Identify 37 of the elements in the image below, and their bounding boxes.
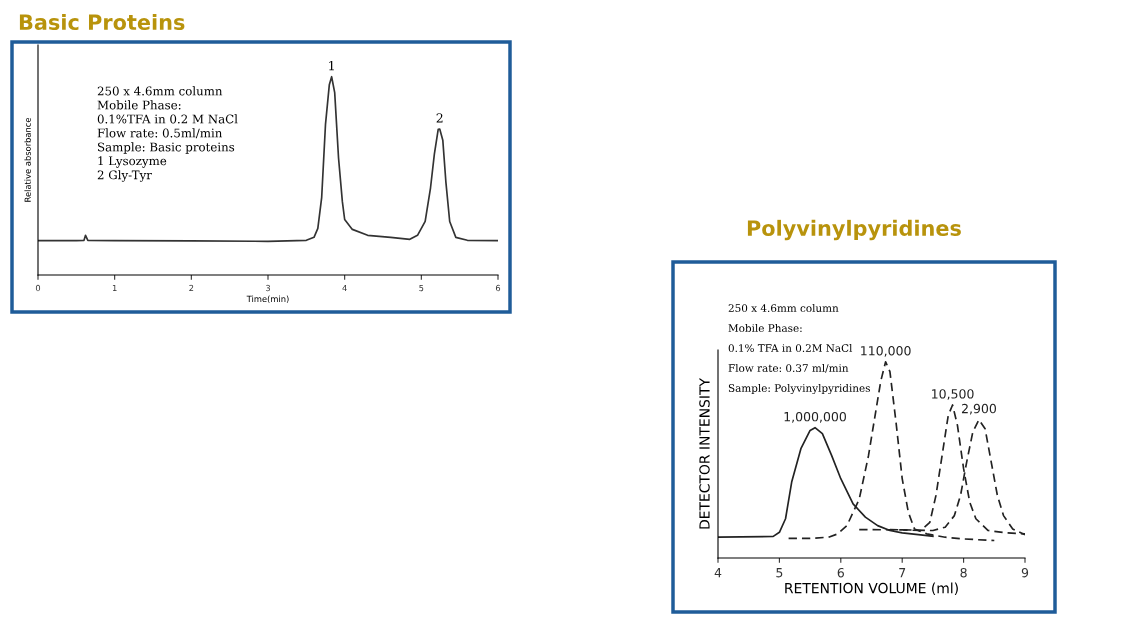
annotation: 1 (329, 60, 334, 71)
x-tick-label: 3 (265, 284, 270, 292)
chart-title: Basic Proteins (19, 13, 185, 31)
x-tick-label: 4 (342, 284, 347, 292)
series-label: 2,900 (961, 403, 997, 415)
x-tick-label: 6 (495, 284, 501, 292)
y-axis-title: DETECTOR INTENSITY (699, 378, 710, 529)
annotation: Sample: Basic proteins (97, 142, 235, 154)
x-tick-label: 9 (1021, 567, 1029, 578)
annotation: 0.1%TFA in 0.2 M NaCl (97, 114, 238, 124)
x-tick-label: 5 (776, 568, 783, 578)
x-axis-title: RETENTION VOLUME (ml) (785, 582, 958, 595)
x-tick-label: 4 (714, 568, 722, 578)
text: 250 x 4.6mm column (728, 303, 839, 313)
annotation: Flow rate: 0.37 ml/min (728, 363, 849, 373)
annotation: 250 x 4.6mm column (97, 86, 223, 96)
y-axis-title: Relative absorbance (24, 117, 31, 202)
text: Mobile Phase: (728, 323, 802, 333)
x-tick-label: 1 (112, 284, 117, 292)
text: 0.1% TFA in 0.2M NaCl (728, 343, 853, 353)
x-tick-label: 6 (837, 567, 844, 578)
x-tick-label: 5 (419, 284, 424, 292)
chart-title: Polyvinylpyridines (747, 219, 961, 241)
annotation: Sample: Polyvinylpyridines (728, 383, 870, 395)
annotation: 2 Gly-Tyr (97, 170, 152, 182)
x-tick-label: 2 (189, 284, 194, 292)
series-label: 1,000,000 (784, 411, 846, 423)
annotation: Flow rate: 0.5ml/min (97, 128, 223, 139)
series-label: 110,000 (861, 345, 911, 357)
x-tick-label: 0 (35, 284, 41, 292)
annotation: 2 (436, 113, 443, 123)
x-tick-label: 7 (899, 568, 906, 578)
x-tick-label: 8 (960, 567, 967, 578)
series-label: 10,500 (932, 389, 974, 400)
x-axis-title: Time(min) (246, 295, 289, 303)
annotation: 1 Lysozyme (98, 156, 167, 168)
annotation: Mobile Phase: (97, 100, 181, 110)
